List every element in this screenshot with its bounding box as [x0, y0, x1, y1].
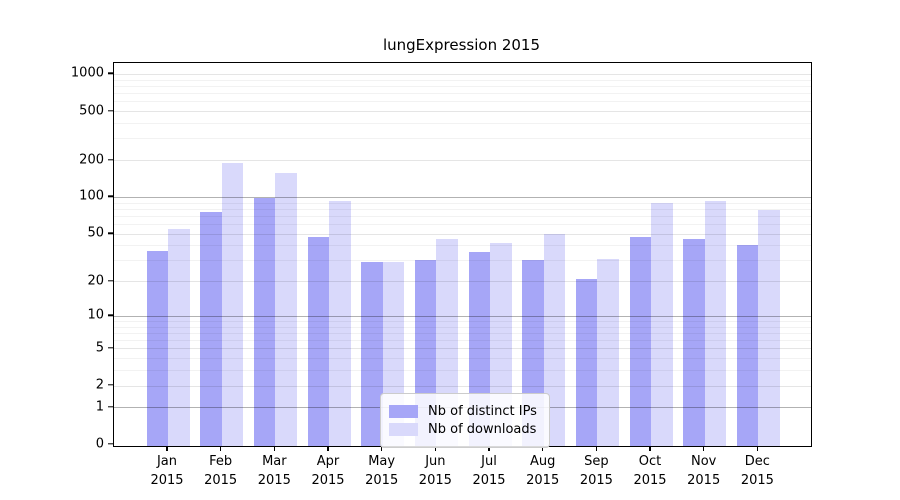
y-tick-200 [108, 158, 113, 161]
legend: Nb of distinct IPs Nb of downloads [380, 393, 550, 448]
gridline-900 [114, 79, 811, 81]
y-tick-label-2: 2 [95, 377, 104, 393]
y-tick-500 [108, 109, 113, 112]
y-tick-label-1000: 1000 [70, 65, 104, 81]
x-tick-label-jul: Jul 2015 [472, 454, 506, 488]
y-tick-20 [108, 280, 113, 282]
legend-label-downloads: Nb of downloads [428, 422, 537, 437]
x-tick-oct [649, 446, 651, 451]
gridline-200 [114, 160, 811, 162]
x-tick-label-aug: Aug 2015 [526, 454, 560, 488]
bar-downloads-sep [597, 258, 619, 446]
gridline-800 [114, 85, 811, 87]
x-tick-jun [434, 446, 437, 451]
bar-ips-nov [683, 239, 705, 446]
legend-swatch-distinct-ips [389, 405, 418, 418]
bar-downloads-aug [543, 233, 566, 446]
x-tick-jan [166, 446, 168, 451]
y-tick-5 [108, 347, 113, 349]
y-tick-label-5: 5 [95, 340, 104, 356]
bar-ips-mar [253, 197, 276, 446]
x-tick-label-jan: Jan 2015 [150, 454, 184, 488]
y-tick-label-50: 50 [87, 225, 104, 241]
bar-ips-oct [629, 236, 652, 446]
bar-downloads-dec [758, 210, 780, 446]
x-tick-nov [703, 446, 705, 451]
x-tick-mar [273, 446, 276, 451]
x-tick-label-oct: Oct 2015 [633, 454, 667, 488]
bar-downloads-nov [704, 200, 727, 446]
gridline-600 [114, 101, 811, 103]
bar-downloads-mar [275, 172, 297, 446]
x-tick-jul [488, 446, 490, 451]
y-tick-label-20: 20 [87, 273, 104, 289]
bar-downloads-jan [168, 228, 190, 446]
y-tick-label-1: 1 [95, 399, 104, 415]
y-tick-100 [108, 195, 113, 198]
x-tick-label-sep: Sep 2015 [579, 454, 613, 488]
gridline-1000 [114, 73, 811, 75]
gridline-100 [114, 196, 811, 198]
x-tick-sep [595, 446, 598, 451]
x-tick-label-nov: Nov 2015 [687, 454, 721, 488]
x-tick-label-jun: Jun 2015 [418, 454, 452, 488]
y-tick-1000 [108, 72, 113, 75]
gridline-500 [114, 111, 811, 113]
bar-ips-dec [736, 245, 759, 446]
y-tick-10 [108, 314, 113, 317]
y-tick-label-0: 0 [95, 436, 104, 452]
x-tick-label-feb: Feb 2015 [204, 454, 238, 488]
legend-item-distinct-ips: Nb of distinct IPs [389, 404, 537, 419]
x-tick-label-dec: Dec 2015 [740, 454, 774, 488]
x-tick-may [380, 446, 383, 451]
gridline-700 [114, 93, 811, 95]
y-tick-label-100: 100 [79, 188, 104, 204]
y-tick-label-200: 200 [79, 152, 104, 168]
bar-ips-jan [146, 250, 168, 446]
gridline-300 [114, 138, 811, 140]
bar-ips-apr [307, 236, 329, 446]
bar-downloads-oct [651, 202, 673, 446]
bar-ips-sep [575, 278, 598, 446]
gridline-400 [114, 123, 811, 124]
x-tick-apr [327, 446, 329, 451]
x-tick-dec [756, 446, 759, 451]
y-tick-0 [108, 443, 113, 445]
x-tick-aug [541, 446, 544, 451]
y-tick-2 [108, 384, 113, 386]
chart-title: lungExpression 2015 [382, 36, 541, 54]
bar-downloads-apr [329, 201, 351, 446]
y-tick-1 [108, 406, 113, 408]
legend-item-downloads: Nb of downloads [389, 422, 537, 437]
x-tick-feb [219, 446, 222, 451]
y-tick-50 [108, 232, 113, 234]
plot-area: Nb of distinct IPs Nb of downloads [113, 62, 812, 448]
legend-label-distinct-ips: Nb of distinct IPs [428, 404, 537, 419]
bar-ips-may [361, 262, 383, 446]
legend-swatch-downloads [389, 423, 418, 436]
y-tick-label-500: 500 [79, 103, 104, 119]
bar-ips-feb [200, 212, 222, 446]
y-tick-label-10: 10 [87, 307, 104, 323]
bar-downloads-feb [221, 163, 244, 446]
x-tick-label-mar: Mar 2015 [257, 454, 291, 488]
x-tick-label-apr: Apr 2015 [311, 454, 345, 488]
x-tick-label-may: May 2015 [365, 454, 399, 488]
